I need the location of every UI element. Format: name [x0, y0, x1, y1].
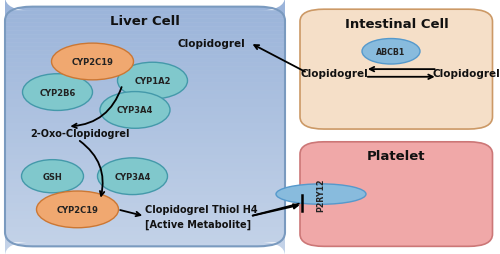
FancyBboxPatch shape [5, 19, 285, 24]
FancyBboxPatch shape [5, 186, 285, 191]
Text: P2RY12: P2RY12 [316, 178, 326, 211]
FancyBboxPatch shape [5, 79, 285, 83]
FancyBboxPatch shape [5, 232, 285, 254]
Ellipse shape [22, 74, 92, 111]
Text: Clopidogrel: Clopidogrel [300, 69, 368, 79]
Ellipse shape [118, 63, 188, 100]
Text: ABCB1: ABCB1 [376, 47, 406, 57]
FancyBboxPatch shape [5, 55, 285, 59]
FancyBboxPatch shape [5, 43, 285, 47]
Text: CYP3A4: CYP3A4 [117, 106, 153, 115]
Text: 2-Oxo-Clopidogrel: 2-Oxo-Clopidogrel [30, 128, 130, 138]
FancyBboxPatch shape [5, 75, 285, 79]
FancyBboxPatch shape [5, 67, 285, 71]
FancyBboxPatch shape [5, 206, 285, 211]
FancyBboxPatch shape [5, 59, 285, 63]
FancyBboxPatch shape [5, 0, 285, 21]
Text: Clopidogrel: Clopidogrel [432, 69, 500, 79]
FancyBboxPatch shape [5, 134, 285, 139]
FancyBboxPatch shape [5, 146, 285, 151]
FancyBboxPatch shape [5, 226, 285, 230]
FancyBboxPatch shape [5, 190, 285, 195]
Text: CYP2C19: CYP2C19 [56, 205, 98, 214]
FancyBboxPatch shape [5, 131, 285, 135]
FancyBboxPatch shape [5, 99, 285, 103]
Ellipse shape [22, 160, 84, 193]
FancyBboxPatch shape [5, 150, 285, 155]
FancyBboxPatch shape [5, 35, 285, 39]
Ellipse shape [36, 191, 118, 228]
FancyBboxPatch shape [5, 218, 285, 223]
Text: GSH: GSH [42, 172, 62, 181]
FancyBboxPatch shape [5, 178, 285, 183]
FancyBboxPatch shape [5, 162, 285, 167]
FancyBboxPatch shape [5, 154, 285, 159]
Text: Liver Cell: Liver Cell [110, 15, 180, 28]
FancyBboxPatch shape [5, 51, 285, 55]
FancyBboxPatch shape [5, 214, 285, 218]
FancyBboxPatch shape [5, 115, 285, 119]
FancyBboxPatch shape [5, 31, 285, 36]
Text: Clopidogrel Thiol H4: Clopidogrel Thiol H4 [145, 204, 258, 215]
Text: Intestinal Cell: Intestinal Cell [344, 18, 449, 31]
FancyBboxPatch shape [5, 158, 285, 163]
FancyBboxPatch shape [5, 210, 285, 215]
FancyBboxPatch shape [5, 174, 285, 179]
FancyBboxPatch shape [5, 202, 285, 207]
FancyBboxPatch shape [5, 103, 285, 107]
FancyBboxPatch shape [5, 23, 285, 27]
FancyBboxPatch shape [5, 166, 285, 171]
Text: CYP3A4: CYP3A4 [114, 172, 150, 181]
FancyBboxPatch shape [5, 47, 285, 51]
Ellipse shape [276, 184, 366, 204]
FancyBboxPatch shape [5, 182, 285, 187]
FancyBboxPatch shape [300, 142, 492, 246]
Text: CYP2C19: CYP2C19 [72, 58, 114, 67]
Ellipse shape [52, 44, 134, 81]
Ellipse shape [100, 92, 170, 129]
FancyBboxPatch shape [300, 10, 492, 130]
FancyBboxPatch shape [5, 142, 285, 147]
FancyBboxPatch shape [5, 63, 285, 67]
Ellipse shape [98, 158, 168, 195]
FancyBboxPatch shape [5, 122, 285, 127]
FancyBboxPatch shape [5, 91, 285, 95]
FancyBboxPatch shape [5, 170, 285, 175]
FancyBboxPatch shape [5, 107, 285, 111]
FancyBboxPatch shape [5, 230, 285, 234]
FancyBboxPatch shape [5, 238, 285, 242]
Text: Platelet: Platelet [367, 150, 426, 163]
Text: Clopidogrel: Clopidogrel [178, 39, 245, 49]
Text: [Active Metabolite]: [Active Metabolite] [145, 218, 251, 229]
Text: CYP2B6: CYP2B6 [40, 88, 76, 97]
FancyBboxPatch shape [5, 222, 285, 227]
Text: CYP1A2: CYP1A2 [134, 77, 171, 86]
FancyBboxPatch shape [5, 71, 285, 75]
FancyBboxPatch shape [5, 198, 285, 203]
FancyBboxPatch shape [5, 15, 285, 20]
FancyBboxPatch shape [5, 87, 285, 91]
FancyBboxPatch shape [5, 110, 285, 115]
Ellipse shape [362, 39, 420, 65]
FancyBboxPatch shape [5, 39, 285, 43]
FancyBboxPatch shape [5, 119, 285, 123]
FancyBboxPatch shape [5, 83, 285, 87]
FancyBboxPatch shape [5, 126, 285, 131]
FancyBboxPatch shape [5, 138, 285, 143]
FancyBboxPatch shape [5, 11, 285, 15]
FancyBboxPatch shape [5, 27, 285, 31]
FancyBboxPatch shape [5, 194, 285, 199]
FancyBboxPatch shape [5, 234, 285, 239]
FancyBboxPatch shape [5, 95, 285, 99]
